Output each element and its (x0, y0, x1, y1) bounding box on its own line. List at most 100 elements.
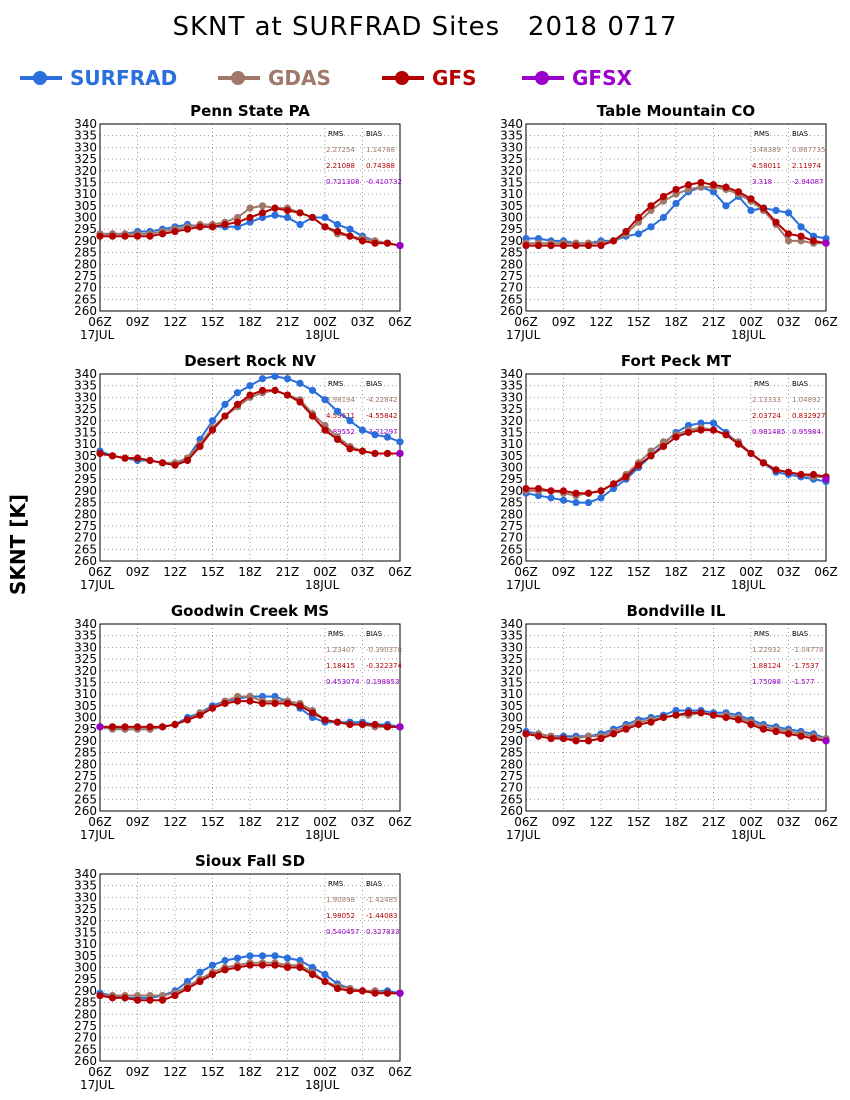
y-tick-label: 265 (74, 1042, 97, 1056)
data-point-surfrad (233, 954, 242, 962)
y-tick-label: 340 (500, 617, 523, 631)
y-tick-label: 260 (74, 304, 97, 318)
data-point-gfs (622, 725, 630, 733)
x-tick-label: 06Z (88, 1065, 112, 1079)
data-point-gfs (547, 734, 555, 743)
x-tick-label: 18Z (664, 565, 688, 579)
data-point-gfs (747, 449, 755, 458)
data-point-gfs (358, 720, 367, 729)
plot-frame (525, 123, 827, 312)
stats-bias-header: BIAS (792, 380, 809, 388)
data-point-surfrad (221, 956, 229, 965)
y-tick-label: 305 (74, 199, 97, 213)
data-point-gfs (146, 723, 154, 731)
stats-rms-value: 2.27254 (326, 146, 355, 154)
data-point-gfs (572, 737, 580, 745)
y-tick-label: 320 (74, 664, 97, 678)
y-tick-label: 260 (500, 804, 523, 818)
data-point-gfs (133, 454, 142, 462)
data-point-surfrad (396, 438, 404, 446)
x-date-label: 18JUL (731, 828, 766, 842)
data-point-gfs (108, 452, 117, 460)
data-point-gfsx (822, 239, 830, 247)
stats-bias-value: 0.327833 (366, 928, 399, 936)
data-point-gfs (183, 456, 192, 465)
y-tick-label: 275 (500, 769, 523, 783)
x-tick-label: 06Z (388, 315, 412, 329)
data-point-surfrad (271, 952, 279, 960)
data-point-gfsx (396, 449, 404, 458)
legend-label-gfs: GFS (432, 66, 477, 90)
y-tick-label: 330 (74, 640, 97, 654)
data-point-surfrad (383, 433, 392, 441)
x-tick-label: 18Z (238, 1065, 262, 1079)
x-tick-label: 03Z (351, 1065, 375, 1079)
data-point-gfs (622, 473, 630, 481)
data-point-gfs (371, 449, 379, 458)
data-point-gfs (221, 966, 229, 974)
data-point-gfsx (396, 241, 404, 250)
y-tick-label: 305 (74, 949, 97, 963)
chart-panel-3: Fort Peck MT2602652702752802852902953003… (500, 352, 838, 592)
data-point-gfs (371, 989, 379, 997)
x-tick-label: 00Z (739, 815, 763, 829)
stats-bias-value: -3.21297 (366, 428, 397, 436)
data-point-gfs (171, 227, 179, 236)
data-point-gfs (383, 723, 392, 731)
data-point-surfrad (271, 372, 279, 380)
y-tick-label: 295 (74, 722, 97, 736)
y-tick-label: 285 (74, 996, 97, 1010)
data-point-surfrad (597, 494, 605, 502)
x-tick-label: 12Z (163, 315, 187, 329)
chart-title: Penn State PA (190, 102, 310, 120)
data-point-gfs (208, 223, 217, 231)
y-tick-label: 265 (500, 292, 523, 306)
x-tick-label: 06Z (388, 1065, 412, 1079)
y-tick-label: 280 (500, 257, 523, 271)
plot-frame (99, 623, 401, 812)
y-tick-label: 305 (500, 199, 523, 213)
y-tick-label: 275 (74, 769, 97, 783)
chart-title: Bondville IL (627, 602, 726, 620)
x-tick-label: 06Z (814, 315, 838, 329)
data-point-gfs (572, 489, 580, 497)
chart-panel-5: Bondville IL2602652702752802852902953003… (500, 602, 838, 842)
data-point-gfs (196, 711, 204, 719)
x-tick-label: 15Z (627, 565, 651, 579)
data-point-gfs (784, 730, 793, 738)
data-point-gfs (672, 433, 680, 441)
data-point-gfs (121, 454, 129, 462)
data-point-surfrad (271, 211, 279, 219)
data-point-gfs (684, 709, 693, 717)
data-point-gfs (146, 456, 154, 465)
y-tick-label: 275 (500, 519, 523, 533)
legend-swatch-surfrad (20, 71, 62, 85)
y-tick-label: 280 (74, 1007, 97, 1021)
y-tick-label: 320 (500, 414, 523, 428)
y-tick-label: 280 (500, 757, 523, 771)
data-point-gfs (609, 730, 618, 738)
data-point-gfs (747, 720, 755, 729)
data-point-gfs (321, 426, 329, 434)
stats-bias-header: BIAS (792, 130, 809, 138)
stats-rms-value: 0.453074 (326, 678, 360, 686)
data-point-gfs (183, 984, 192, 993)
data-point-gfs (572, 241, 580, 250)
y-tick-label: 300 (500, 211, 523, 225)
data-point-gfs (246, 391, 254, 399)
data-point-gfs (709, 711, 718, 719)
stats-bias-header: BIAS (366, 880, 383, 888)
data-point-gfs (672, 185, 680, 194)
x-tick-label: 18Z (238, 315, 262, 329)
data-point-gfsx (822, 475, 830, 483)
y-tick-label: 290 (500, 234, 523, 248)
data-point-gfs (121, 232, 129, 240)
data-point-surfrad (308, 386, 317, 394)
data-point-gfs (734, 188, 743, 196)
y-tick-label: 300 (500, 461, 523, 475)
data-point-surfrad (333, 220, 342, 229)
y-tick-label: 330 (500, 640, 523, 654)
x-tick-label: 00Z (739, 565, 763, 579)
x-tick-label: 18Z (238, 565, 262, 579)
x-date-label: 17JUL (80, 1078, 115, 1092)
